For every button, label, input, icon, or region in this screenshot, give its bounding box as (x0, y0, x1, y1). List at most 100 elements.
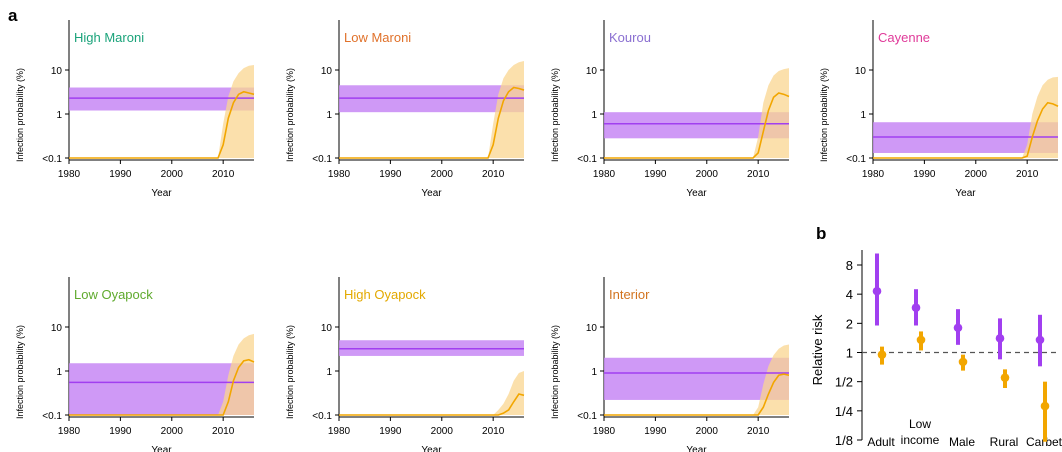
panel-1-ytick-1: 1 (326, 110, 332, 121)
panel-4-ytick-2: 10 (51, 323, 63, 334)
panel-3-ytick-0: <0.1 (846, 154, 866, 165)
panel-5-ylabel: Infection probability (%) (285, 325, 295, 419)
panel-4-xtick-2: 2000 (161, 426, 184, 437)
panel-5-xtick-1: 1990 (379, 426, 402, 437)
panel-b-ytick-1: 1/4 (835, 404, 853, 419)
panel-5: High Oyapock <0.1 1 10 1980 1990 2000 2010 Year I… (285, 277, 525, 452)
panel-0-ylabel: Infection probability (%) (15, 68, 25, 162)
panel-1-ytick-0: <0.1 (312, 154, 332, 165)
panel-4-xlabel: Year (151, 445, 172, 452)
panel-0: High Maroni <0.1 1 10 1980 1990 2000 2010 Year In… (15, 20, 255, 199)
panel-5-xtick-0: 1980 (328, 426, 351, 437)
panel-3-xtick-3: 2010 (1016, 169, 1039, 180)
panel-3-xtick-1: 1990 (913, 169, 936, 180)
panel-1-title: Low Maroni (344, 30, 411, 45)
panel-2-ylabel: Infection probability (%) (550, 68, 560, 162)
panel-b-series-0-point-1 (911, 303, 921, 312)
panel-2-xtick-1: 1990 (644, 169, 667, 180)
panel-1-xtick-3: 2010 (482, 169, 505, 180)
panel-b-series-0-point-3 (995, 334, 1005, 343)
panel-5-orange-line (339, 393, 525, 416)
panel-0-title: High Maroni (74, 30, 144, 45)
panel-5-xlabel: Year (421, 445, 442, 452)
panel-2-xtick-2: 2000 (696, 169, 719, 180)
panel-4-orange-band (69, 333, 254, 415)
panel-b-ytick-3: 1 (846, 346, 853, 361)
panel-3-orange-line (873, 101, 1059, 159)
panel-1-xtick-0: 1980 (328, 169, 351, 180)
panel-5-ytick-0: <0.1 (312, 411, 332, 422)
panel-2-title: Kourou (609, 30, 651, 45)
panel-b-category-0-line-0: Adult (867, 435, 895, 449)
panel-4-ytick-1: 1 (56, 367, 62, 378)
panel-1: Low Maroni <0.1 1 10 1980 1990 2000 2010 Year Inf… (285, 20, 525, 199)
panel-0-purple-band (69, 87, 254, 111)
panel-2-xlabel: Year (686, 188, 707, 199)
panel-3: Cayenne <0.1 1 10 1980 1990 2000 2010 Year Infect… (819, 20, 1059, 199)
panel-3-orange-band (873, 76, 1058, 158)
panel-b-ytick-0: 1/8 (835, 433, 853, 448)
panel-6-purple-band (604, 357, 789, 400)
panel-4-xtick-1: 1990 (109, 426, 132, 437)
panel-6-orange-band (604, 344, 789, 415)
panel-2-ytick-0: <0.1 (577, 154, 597, 165)
panel-6-xlabel: Year (686, 445, 707, 452)
panel-6-ylabel: Infection probability (%) (550, 325, 560, 419)
panel-4-xtick-0: 1980 (58, 426, 81, 437)
panel-6-xtick-0: 1980 (593, 426, 616, 437)
panel-0-xlabel: Year (151, 188, 172, 199)
panel-label-a: a (8, 6, 18, 25)
panel-3-ylabel: Infection probability (%) (819, 68, 829, 162)
panel-b-series-0-point-4 (1035, 335, 1045, 345)
panel-6-xtick-1: 1990 (644, 426, 667, 437)
panel-b-series-1-point-2 (958, 357, 968, 367)
panel-3-xtick-0: 1980 (862, 169, 885, 180)
panel-2-purple-band (604, 112, 789, 139)
panel-b-ytick-6: 8 (846, 258, 853, 273)
panel-6-ytick-2: 10 (586, 323, 598, 334)
panel-b-series-1-point-3 (1000, 373, 1010, 382)
panel-0-ytick-0: <0.1 (42, 154, 62, 165)
panel-b-ytick-4: 2 (846, 316, 853, 331)
panel-6-title: Interior (609, 287, 650, 302)
panel-1-orange-line (339, 86, 525, 159)
panel-4-title: Low Oyapock (74, 287, 153, 302)
panel-4: Low Oyapock <0.1 1 10 1980 1990 2000 2010 Year In… (15, 277, 255, 452)
panel-2-ytick-1: 1 (591, 110, 597, 121)
panel-6-xtick-3: 2010 (747, 426, 770, 437)
panel-6-ytick-1: 1 (591, 367, 597, 378)
panel-b-series-0-point-2 (953, 323, 963, 333)
panel-5-xtick-2: 2000 (431, 426, 454, 437)
panel-0-ytick-2: 10 (51, 66, 63, 77)
panel-0-orange-line (69, 90, 255, 159)
panel-1-ylabel: Infection probability (%) (285, 68, 295, 162)
panel-b-category-2-line-0: Male (949, 435, 975, 449)
panel-4-ytick-0: <0.1 (42, 411, 62, 422)
panel-6-orange-line (604, 373, 790, 416)
panel-4-ylabel: Infection probability (%) (15, 325, 25, 419)
panel-4-orange-line (69, 358, 255, 416)
panel-2-ytick-2: 10 (586, 66, 598, 77)
panel-0-xtick-0: 1980 (58, 169, 81, 180)
panel-b-ytick-2: 1/2 (835, 375, 853, 390)
panel-0-orange-band (69, 64, 254, 158)
panel-6-ytick-0: <0.1 (577, 411, 597, 422)
panel-2-orange-line (604, 92, 790, 159)
panel-label-b: b (816, 224, 826, 243)
panel-5-ytick-2: 10 (321, 323, 333, 334)
panel-b-category-4-line-0: Carbet (1026, 435, 1062, 449)
panel-b-category-1-line-1: income (901, 433, 940, 447)
panel-5-orange-band (339, 371, 524, 415)
panel-1-xtick-1: 1990 (379, 169, 402, 180)
panel-5-title: High Oyapock (344, 287, 426, 302)
panel-b: 1/8 1/4 1/2 1 2 4 8 Relative risk Adult Low income… (810, 250, 1062, 449)
panel-6-xtick-2: 2000 (696, 426, 719, 437)
panel-2-xtick-0: 1980 (593, 169, 616, 180)
panel-2-orange-band (604, 68, 789, 158)
panel-5-xtick-3: 2010 (482, 426, 505, 437)
panel-2: Kourou <0.1 1 10 1980 1990 2000 2010 Year Infecti… (550, 20, 790, 199)
panel-3-title: Cayenne (878, 30, 930, 45)
panel-0-xtick-2: 2000 (161, 169, 184, 180)
panel-1-ytick-2: 10 (321, 66, 333, 77)
